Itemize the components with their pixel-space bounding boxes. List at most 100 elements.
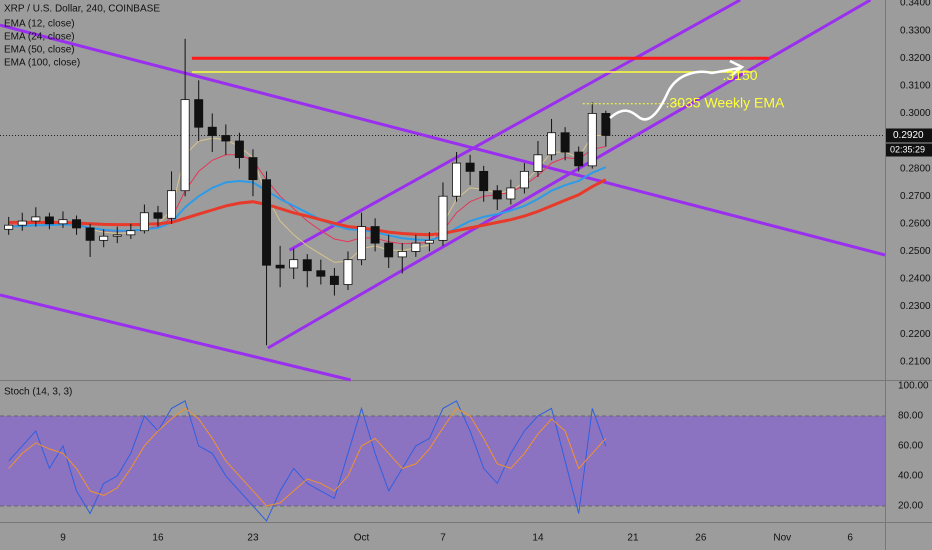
last-price-tag [886, 128, 932, 143]
candle-body [601, 113, 611, 136]
stoch-line [8, 407, 607, 507]
candle-body [153, 212, 163, 219]
x-tick-label: 9 [60, 533, 66, 544]
candle-body [221, 135, 231, 142]
trendline [0, 23, 886, 257]
candle-body [72, 219, 82, 229]
y-tick-label: 0.2500 [900, 246, 931, 257]
trendline [267, 0, 872, 350]
candle-body [438, 195, 448, 241]
annotation: .3150 [723, 67, 758, 83]
legend-entry: EMA (24, close) [4, 32, 75, 43]
y-tick-label: 0.2100 [900, 356, 931, 367]
candle-body [302, 259, 312, 272]
candle-body [262, 179, 272, 266]
y-tick-label: 0.2400 [900, 274, 931, 285]
candle-body [519, 170, 529, 189]
candle-body [180, 99, 190, 192]
candle-body [411, 242, 421, 252]
stoch-band [0, 415, 885, 506]
stoch-tick-label: 60.00 [898, 441, 923, 452]
candle-body [289, 259, 299, 269]
candle-body [533, 154, 543, 172]
candle-body [316, 270, 326, 277]
candle-body [357, 226, 367, 261]
candle-body [424, 239, 434, 244]
x-tick-label: 14 [532, 533, 544, 544]
trendline [288, 0, 741, 252]
candle-body [506, 187, 516, 200]
stoch-tick-label: 20.00 [898, 501, 923, 512]
countdown-label: 02:35:29 [890, 144, 925, 154]
candle-body [343, 259, 353, 285]
y-tick-label: 0.2600 [900, 218, 931, 229]
y-tick-label: 0.2700 [900, 191, 931, 202]
candle-body [44, 216, 54, 225]
legend-entry: EMA (100, close) [4, 58, 80, 69]
projection-arrow [609, 66, 741, 121]
plot [0, 0, 886, 522]
last-price-label: 0.2920 [893, 130, 924, 141]
x-tick-label: 21 [627, 533, 639, 544]
x-tick-label: Oct [354, 533, 370, 544]
ema-line [8, 166, 607, 242]
chart-title: XRP / U.S. Dollar, 240, COINBASE [4, 4, 160, 15]
candle-body [58, 219, 68, 225]
candle-body [167, 190, 177, 219]
candle-body [574, 151, 584, 167]
candle-body [465, 162, 475, 172]
candle-body [329, 275, 339, 285]
candle-body [85, 227, 95, 241]
candle-body [547, 132, 557, 156]
x-tick-label: Nov [773, 533, 791, 544]
ema-line [8, 135, 606, 263]
y-tick-label: 0.2800 [900, 163, 931, 174]
y-tick-label: 0.3000 [900, 108, 931, 119]
candle-body [112, 234, 122, 237]
candle-body [4, 224, 14, 230]
stoch-line [8, 400, 607, 522]
candle-body [139, 212, 149, 232]
x-tick-label: 23 [247, 533, 259, 544]
candle-body [234, 140, 244, 158]
annotation: .3035 Weekly EMA [666, 94, 785, 110]
candle-body [248, 157, 258, 181]
candle-body [31, 216, 41, 222]
candle-body [560, 132, 570, 153]
candle-body [370, 226, 380, 244]
candle-body [479, 170, 489, 192]
y-tick-label: 0.2300 [900, 301, 931, 312]
candle-body [17, 220, 27, 226]
legend-entry: EMA (12, close) [4, 19, 75, 30]
stoch-tick-label: 100.00 [898, 381, 929, 392]
x-tick-label: 7 [440, 533, 446, 544]
x-tick-label: 6 [847, 533, 853, 544]
x-tick-label: 26 [695, 533, 707, 544]
ema-line [8, 178, 607, 237]
candle-body [275, 264, 285, 269]
stoch-title: Stoch (14, 3, 3) [4, 387, 72, 398]
candle-body [99, 235, 109, 241]
y-tick-label: 0.3400 [900, 0, 931, 9]
stoch-tick-label: 80.00 [898, 411, 923, 422]
candle-body [492, 190, 502, 200]
legend-entry: EMA (50, close) [4, 45, 75, 56]
arrow-head [729, 59, 745, 76]
candle-body [587, 113, 597, 167]
candle-body [384, 242, 394, 258]
y-tick-label: 0.3200 [900, 53, 931, 64]
stoch-tick-label: 40.00 [898, 471, 923, 482]
candle-body [397, 251, 407, 258]
candle-body [452, 162, 462, 197]
trendline [0, 293, 352, 382]
y-tick-label: 0.2200 [900, 329, 931, 340]
y-tick-label: 0.3300 [900, 25, 931, 36]
countdown-tag [886, 143, 932, 157]
candle-body [126, 230, 136, 236]
candle-body [194, 99, 204, 128]
x-tick-label: 16 [152, 533, 164, 544]
y-tick-label: 0.3100 [900, 80, 931, 91]
candle-body [207, 126, 217, 136]
